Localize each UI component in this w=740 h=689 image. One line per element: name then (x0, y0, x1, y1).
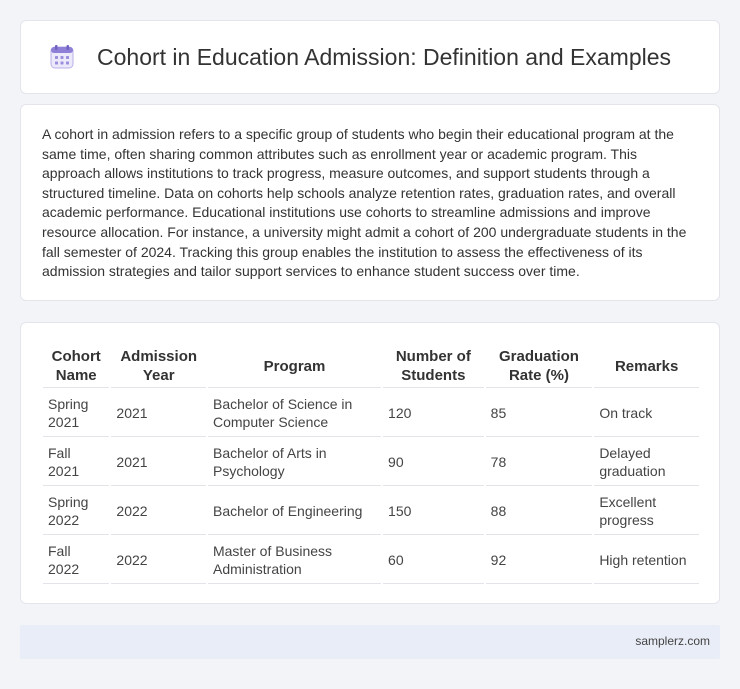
graduation-rate-cell: 92 (485, 537, 593, 584)
header-card: Cohort in Education Admission: Definitio… (20, 20, 720, 94)
cohort-name-cell: Fall 2021 (43, 439, 110, 486)
footer-bar: samplerz.com (20, 625, 720, 659)
table-row: Fall 2021 2021 Bachelor of Arts in Psych… (43, 439, 699, 486)
table-card: Cohort Name Admission Year Program Numbe… (20, 322, 720, 604)
remarks-cell: Delayed graduation (594, 439, 699, 486)
cohort-name-cell: Spring 2022 (43, 488, 110, 535)
calendar-icon (50, 45, 74, 69)
admission-year-cell: 2021 (111, 390, 206, 437)
program-cell: Bachelor of Arts in Psychology (207, 439, 382, 486)
column-header: Number of Students (383, 345, 484, 388)
table-row: Spring 2022 2022 Bachelor of Engineering… (43, 488, 699, 535)
description-card: A cohort in admission refers to a specif… (20, 104, 720, 301)
description-text: A cohort in admission refers to a specif… (42, 126, 687, 280)
remarks-cell: High retention (594, 537, 699, 584)
program-cell: Master of Business Administration (207, 537, 382, 584)
column-header: Admission Year (111, 345, 206, 388)
cohort-name-cell: Fall 2022 (43, 537, 110, 584)
graduation-rate-cell: 88 (485, 488, 593, 535)
student-count-cell: 90 (383, 439, 484, 486)
admission-year-cell: 2022 (111, 488, 206, 535)
program-cell: Bachelor of Science in Computer Science (207, 390, 382, 437)
table-row: Fall 2022 2022 Master of Business Admini… (43, 537, 699, 584)
student-count-cell: 150 (383, 488, 484, 535)
table-row: Spring 2021 2021 Bachelor of Science in … (43, 390, 699, 437)
page-title: Cohort in Education Admission: Definitio… (97, 43, 672, 70)
remarks-cell: Excellent progress (594, 488, 699, 535)
column-header: Program (207, 345, 382, 388)
student-count-cell: 120 (383, 390, 484, 437)
remarks-cell: On track (594, 390, 699, 437)
cohort-name-cell: Spring 2021 (43, 390, 110, 437)
student-count-cell: 60 (383, 537, 484, 584)
table-header-row: Cohort Name Admission Year Program Numbe… (43, 345, 699, 388)
graduation-rate-cell: 85 (485, 390, 593, 437)
admission-year-cell: 2022 (111, 537, 206, 584)
cohort-table: Cohort Name Admission Year Program Numbe… (41, 343, 701, 586)
column-header: Cohort Name (43, 345, 110, 388)
program-cell: Bachelor of Engineering (207, 488, 382, 535)
admission-year-cell: 2021 (111, 439, 206, 486)
source-link[interactable]: samplerz.com (635, 634, 710, 648)
graduation-rate-cell: 78 (485, 439, 593, 486)
column-header: Graduation Rate (%) (485, 345, 593, 388)
column-header: Remarks (594, 345, 699, 388)
